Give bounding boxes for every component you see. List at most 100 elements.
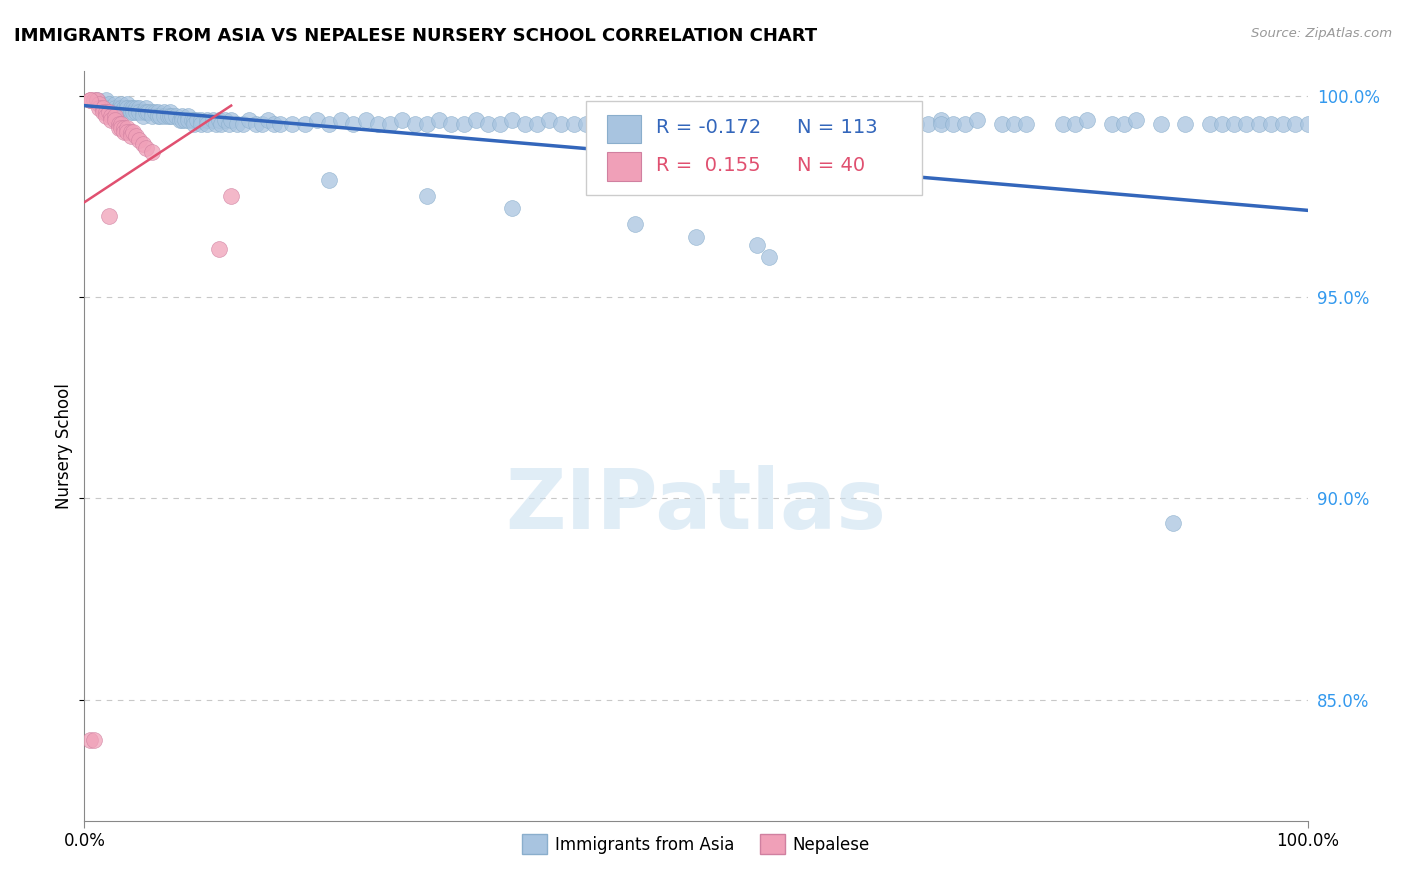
Point bbox=[97, 96, 120, 111]
Point bbox=[1236, 117, 1258, 131]
Point bbox=[177, 112, 200, 127]
Point bbox=[183, 112, 205, 127]
Point bbox=[125, 104, 148, 119]
Text: N = 40: N = 40 bbox=[797, 155, 866, 175]
Point bbox=[1272, 117, 1295, 131]
Point bbox=[120, 125, 142, 139]
Point bbox=[122, 125, 145, 139]
Point bbox=[181, 112, 204, 127]
Point bbox=[367, 117, 389, 131]
Point bbox=[83, 93, 105, 107]
Point bbox=[128, 101, 150, 115]
Point bbox=[128, 104, 150, 119]
Point bbox=[159, 109, 181, 123]
Text: IMMIGRANTS FROM ASIA VS NEPALESE NURSERY SCHOOL CORRELATION CHART: IMMIGRANTS FROM ASIA VS NEPALESE NURSERY… bbox=[14, 27, 817, 45]
Point bbox=[159, 104, 181, 119]
Point bbox=[83, 733, 105, 747]
Point bbox=[391, 112, 413, 127]
Point bbox=[257, 112, 280, 127]
Point bbox=[104, 101, 127, 115]
Point bbox=[305, 112, 328, 127]
Point bbox=[177, 109, 200, 123]
Point bbox=[513, 117, 536, 131]
Point bbox=[104, 104, 127, 119]
Point bbox=[1064, 117, 1087, 131]
Point bbox=[104, 109, 127, 123]
Text: N = 113: N = 113 bbox=[797, 118, 879, 137]
Point bbox=[120, 101, 142, 115]
Point bbox=[416, 189, 439, 203]
Point bbox=[100, 109, 122, 123]
Point bbox=[96, 109, 118, 123]
Point bbox=[107, 117, 129, 131]
Point bbox=[107, 120, 129, 135]
Point bbox=[146, 104, 169, 119]
Point bbox=[929, 112, 952, 127]
Point bbox=[190, 112, 212, 127]
Point bbox=[195, 112, 218, 127]
Point bbox=[1211, 117, 1233, 131]
Point bbox=[169, 112, 191, 127]
Point bbox=[91, 96, 114, 111]
Point bbox=[953, 117, 976, 131]
Point bbox=[143, 104, 166, 119]
Point bbox=[153, 104, 176, 119]
Point bbox=[141, 109, 163, 123]
Point bbox=[104, 112, 127, 127]
Point bbox=[477, 117, 499, 131]
Point bbox=[165, 109, 187, 123]
Point bbox=[96, 104, 118, 119]
Point bbox=[1101, 117, 1123, 131]
Point bbox=[416, 117, 439, 131]
Point bbox=[132, 136, 155, 151]
Point bbox=[1114, 117, 1136, 131]
Point bbox=[104, 96, 127, 111]
Point bbox=[115, 96, 138, 111]
Point bbox=[747, 237, 769, 252]
Point bbox=[747, 117, 769, 131]
Text: R = -0.172: R = -0.172 bbox=[655, 118, 761, 137]
Point bbox=[87, 96, 110, 111]
Point bbox=[464, 112, 486, 127]
Point bbox=[132, 104, 155, 119]
Point bbox=[263, 117, 285, 131]
Point bbox=[1223, 117, 1246, 131]
Point bbox=[153, 109, 176, 123]
Point bbox=[218, 117, 240, 131]
Point bbox=[489, 117, 512, 131]
Point bbox=[110, 101, 132, 115]
Point bbox=[96, 93, 118, 107]
Point bbox=[91, 104, 114, 119]
Point bbox=[219, 112, 242, 127]
Point bbox=[721, 117, 744, 131]
Point bbox=[219, 189, 242, 203]
Point bbox=[1076, 112, 1098, 127]
Point bbox=[869, 117, 891, 131]
Point bbox=[758, 250, 780, 264]
Point bbox=[209, 117, 232, 131]
Point bbox=[831, 117, 853, 131]
Point bbox=[929, 117, 952, 131]
Point bbox=[79, 93, 101, 107]
Point bbox=[201, 112, 224, 127]
Text: ZIPatlas: ZIPatlas bbox=[506, 466, 886, 547]
Point bbox=[195, 117, 218, 131]
Point bbox=[586, 112, 609, 127]
Point bbox=[550, 117, 572, 131]
Point bbox=[112, 101, 135, 115]
Point bbox=[1161, 516, 1184, 530]
Point bbox=[141, 145, 163, 159]
Point bbox=[172, 109, 194, 123]
Point bbox=[685, 117, 707, 131]
Bar bbox=[606, 153, 641, 181]
Point bbox=[125, 128, 148, 143]
Point bbox=[685, 229, 707, 244]
Point bbox=[966, 112, 988, 127]
Point bbox=[110, 104, 132, 119]
Point bbox=[112, 120, 135, 135]
Point bbox=[146, 109, 169, 123]
Point bbox=[132, 109, 155, 123]
Point bbox=[1174, 117, 1197, 131]
Point bbox=[149, 109, 172, 123]
Point bbox=[91, 101, 114, 115]
